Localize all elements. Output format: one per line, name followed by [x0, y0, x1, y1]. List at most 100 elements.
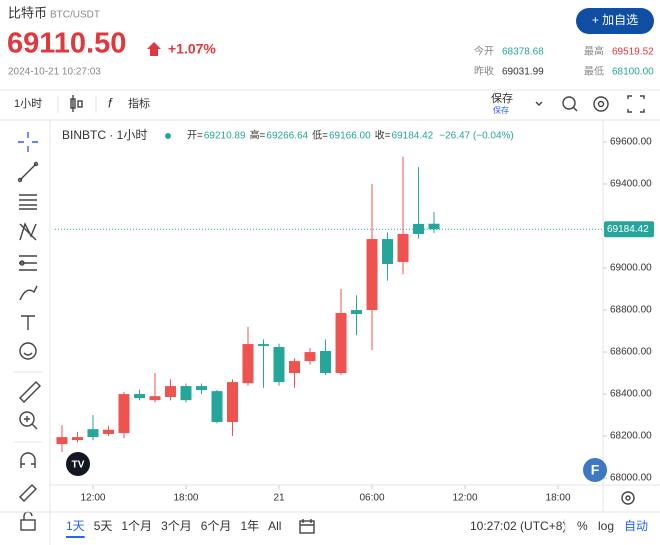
stat-label: 昨收	[474, 65, 494, 78]
y-tick-label: 68200.00	[610, 431, 652, 442]
change: +1.07%	[168, 41, 216, 57]
symbol: BTC/USDT	[50, 10, 100, 21]
range-button[interactable]: 1年	[240, 519, 259, 533]
legend-change: −26.47 (−0.04%)	[439, 131, 514, 142]
stat-value: 69519.52	[612, 47, 654, 58]
stat-value: 69031.99	[502, 67, 544, 78]
candle-body	[180, 386, 192, 401]
candle-body	[56, 437, 68, 445]
legend-label: 开=	[187, 131, 203, 142]
x-tick-label: 18:00	[546, 493, 571, 504]
f-logo-text: F	[591, 462, 600, 478]
legend-value: 69210.89	[204, 131, 246, 142]
range-button[interactable]: 5天	[94, 519, 113, 533]
candle-body	[304, 352, 316, 362]
settings-icon[interactable]	[593, 96, 609, 112]
candle-body	[289, 361, 301, 374]
legend-label: 高=	[250, 129, 266, 142]
log-toggle[interactable]: log	[598, 519, 614, 533]
tv-logo-text: TV	[72, 460, 85, 471]
legend-value: 69184.42	[392, 131, 434, 142]
calendar-icon[interactable]	[299, 519, 315, 534]
legend: 开= 69210.89 高= 69266.64 低= 69166.00 收= 69184.42…	[187, 129, 514, 142]
x-tick-label: 12:00	[453, 493, 478, 504]
candle-body	[149, 396, 161, 401]
candle-body	[320, 350, 332, 374]
last-price-tag	[604, 221, 654, 238]
stat-label: 最低	[584, 65, 604, 78]
candle-body	[335, 312, 347, 374]
candle-body	[195, 386, 207, 391]
candle-icon[interactable]	[70, 95, 83, 112]
save-sub: 保存	[493, 105, 509, 115]
candle-body	[382, 239, 394, 265]
legend-dot	[165, 133, 171, 139]
drawing-tools[interactable]	[17, 132, 41, 531]
plot: 68000.00 68200.00 68400.00 68600.00 68800.00…	[55, 137, 654, 504]
snapshot-icon[interactable]	[562, 96, 578, 112]
last-price-label: 69184.42	[607, 224, 649, 235]
range-button[interactable]: All	[268, 519, 281, 533]
y-tick-label: 68400.00	[610, 389, 652, 400]
candle-body	[71, 437, 83, 441]
x-tick-label: 18:00	[173, 493, 198, 504]
candle-body	[226, 382, 238, 422]
candle-body	[273, 347, 285, 383]
watchlist-button-label[interactable]: + 加自选	[592, 13, 638, 27]
candle-body	[258, 344, 270, 346]
legend-label: 收=	[375, 129, 391, 142]
range-button[interactable]: 1天	[66, 519, 85, 533]
y-tick-label: 68600.00	[610, 347, 652, 358]
x-tick-label: 12:00	[80, 493, 105, 504]
y-tick-label: 68000.00	[610, 473, 652, 484]
axis-settings-icon[interactable]	[621, 491, 635, 505]
tv-logo[interactable]	[66, 452, 90, 476]
percent-toggle[interactable]: %	[577, 519, 588, 533]
range-button[interactable]: 1个月	[121, 519, 152, 533]
candle-body	[242, 344, 254, 384]
fx-icon[interactable]: f	[108, 95, 113, 110]
candle-body	[133, 394, 145, 399]
candle-body	[102, 429, 114, 434]
coin-name: 比特币	[8, 5, 47, 20]
save[interactable]: 保存	[491, 91, 513, 105]
up-arrow	[147, 42, 161, 56]
y-tick-label: 69600.00	[610, 137, 652, 148]
x-tick-label: 06:00	[360, 493, 385, 504]
interval[interactable]: 1小时	[14, 97, 42, 110]
y-tick-label: 69400.00	[610, 179, 652, 190]
candle-body	[87, 429, 99, 438]
price: 69110.50	[7, 28, 126, 60]
stat-value: 68100.00	[612, 67, 654, 78]
candle-body	[164, 386, 176, 397]
indicators[interactable]: 指标	[128, 96, 150, 110]
legend-label: 低=	[312, 129, 328, 142]
candle-body	[397, 234, 409, 262]
stat-value: 68378.68	[502, 47, 544, 58]
range-bar: 1天 5天 1个月 3个月 6个月 1年 All	[66, 519, 281, 538]
legend-value: 69266.64	[266, 131, 308, 142]
candle-body	[428, 223, 440, 230]
stat-label: 最高	[584, 45, 604, 58]
y-tick-label: 69000.00	[610, 263, 652, 274]
clock: 10:27:02 (UTC+8)	[470, 519, 566, 533]
fullscreen-icon[interactable]	[627, 95, 645, 113]
legend-title: BINBTC · 1小时	[62, 128, 147, 142]
stat-label: 今开	[474, 45, 494, 58]
range-button[interactable]: 6个月	[201, 519, 232, 533]
f-logo[interactable]	[583, 458, 607, 482]
legend-value: 69166.00	[329, 131, 371, 142]
timestamp: 2024-10-21 10:27:03	[8, 67, 101, 78]
candle-body	[366, 239, 378, 311]
y-tick-label: 68800.00	[610, 305, 652, 316]
chevron[interactable]	[535, 101, 543, 106]
candle-body	[118, 394, 130, 434]
watchlist-button[interactable]	[576, 8, 654, 34]
range-button[interactable]: 3个月	[161, 519, 192, 533]
x-tick-label: 21	[273, 493, 285, 504]
auto-toggle[interactable]: 自动	[624, 519, 648, 533]
candle-body	[211, 391, 223, 422]
candle-body	[351, 310, 363, 315]
